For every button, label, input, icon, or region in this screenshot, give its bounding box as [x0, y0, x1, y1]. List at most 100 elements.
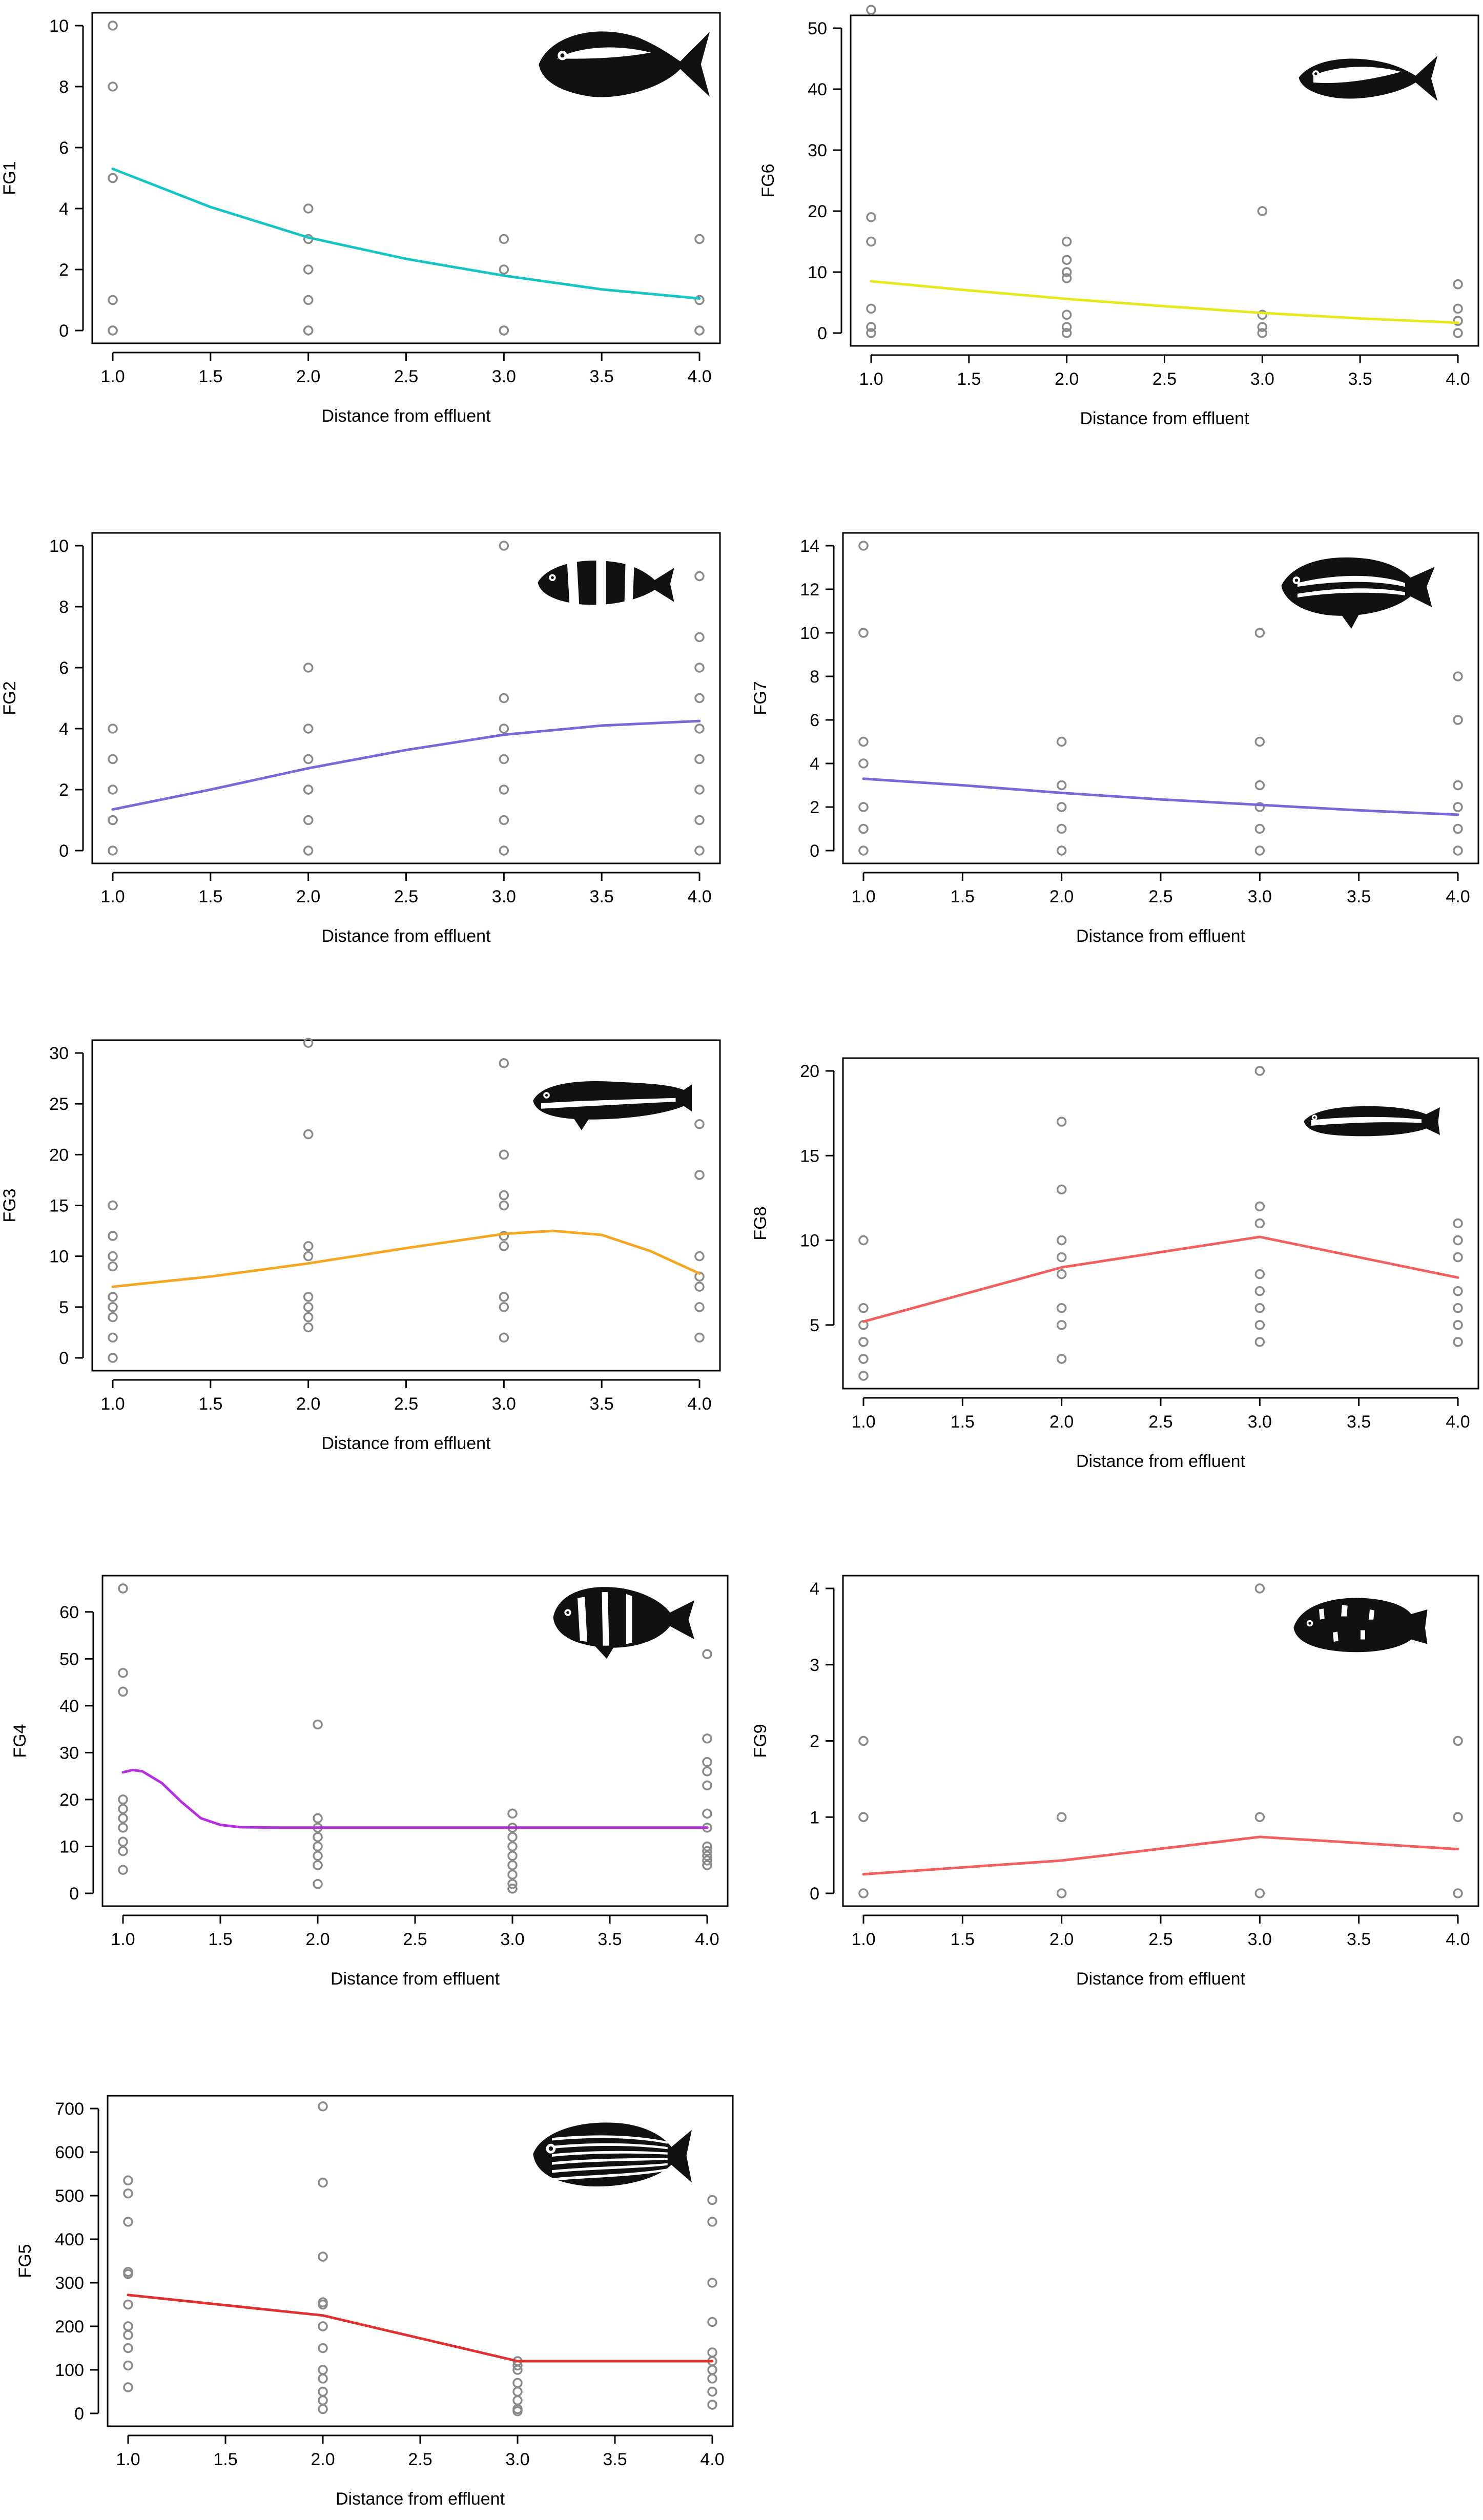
y-tick-label: 2 [59, 780, 69, 800]
data-point [1453, 1286, 1463, 1296]
y-tick-label: 5 [810, 1316, 819, 1335]
data-point [858, 736, 869, 747]
data-point [303, 1251, 314, 1262]
fit-line [862, 1835, 1459, 1876]
data-point [108, 20, 118, 31]
data-point [1453, 1812, 1463, 1822]
data-point [858, 1303, 869, 1313]
data-point [1254, 1303, 1265, 1313]
fit-line [870, 280, 1459, 324]
x-axis-label: Distance from effluent [321, 926, 491, 946]
data-point [702, 1860, 712, 1870]
data-point [1453, 1888, 1463, 1898]
x-tick-label: 3.0 [1248, 887, 1272, 906]
data-point [123, 2343, 133, 2353]
x-tick-label: 1.5 [951, 887, 975, 906]
data-point [858, 823, 869, 834]
x-tick-label: 4.0 [1446, 887, 1470, 906]
x-tick-label: 1.0 [100, 887, 125, 906]
data-point [108, 1231, 118, 1241]
data-point [499, 784, 509, 795]
y-tick-label: 0 [74, 2404, 84, 2424]
x-tick-label: 4.0 [700, 2450, 724, 2469]
fish-eye [1313, 1116, 1316, 1119]
x-tick-label: 2.0 [1049, 887, 1074, 906]
data-point [108, 1312, 118, 1323]
y-axis-label: FG6 [758, 163, 778, 197]
x-tick-label: 3.5 [1347, 1412, 1371, 1432]
data-point [1061, 236, 1072, 247]
data-point [707, 2217, 717, 2227]
data-point [303, 264, 314, 275]
data-point [1254, 1201, 1265, 1212]
data-point [1254, 845, 1265, 856]
y-axis-label: FG4 [10, 1724, 30, 1758]
x-tick-label: 2.5 [1148, 887, 1172, 906]
fit-line [862, 1235, 1459, 1323]
data-point [1257, 322, 1268, 332]
y-tick-label: 25 [49, 1094, 69, 1114]
data-point [866, 236, 876, 247]
fish-illustration-banded [538, 559, 674, 606]
data-point [694, 1282, 705, 1292]
data-point [507, 1860, 518, 1870]
data-point [1056, 1888, 1067, 1898]
y-tick-label: 40 [59, 1697, 79, 1716]
x-tick-label: 4.0 [1446, 1412, 1470, 1432]
data-point [512, 2365, 523, 2375]
fish-illustration-jack [539, 31, 710, 97]
data-point [1453, 715, 1463, 725]
x-axis-label: Distance from effluent [336, 2489, 505, 2509]
plot-frame [107, 2095, 734, 2427]
y-tick-label: 4 [59, 199, 69, 219]
data-point [108, 1251, 118, 1262]
fish-marking [552, 2135, 668, 2144]
data-point [1056, 1354, 1067, 1364]
plot-frame [842, 1575, 1479, 1907]
data-point [1453, 1303, 1463, 1313]
data-point [1056, 736, 1067, 747]
data-point [858, 845, 869, 856]
x-tick-label: 3.0 [492, 887, 516, 906]
y-tick-label: 10 [49, 16, 69, 36]
data-point [694, 724, 705, 734]
y-tick-label: 10 [49, 536, 69, 556]
y-tick-label: 15 [800, 1146, 819, 1166]
y-tick-label: 0 [59, 841, 69, 861]
data-point [1254, 1337, 1265, 1347]
x-tick-label: 1.5 [198, 1394, 222, 1414]
fish-marking [552, 2168, 668, 2181]
data-point [1061, 309, 1072, 320]
data-point [318, 2395, 328, 2406]
data-point [694, 754, 705, 765]
data-point [499, 1058, 509, 1068]
y-tick-label: 4 [810, 754, 819, 774]
plot-frame [101, 1575, 729, 1907]
data-point [707, 2317, 717, 2327]
data-point [1453, 1337, 1463, 1347]
data-point [866, 5, 876, 15]
data-point [118, 1583, 128, 1594]
data-point [866, 212, 876, 222]
y-tick-label: 5 [59, 1298, 69, 1317]
y-tick-label: 0 [817, 324, 827, 343]
fish-eye [551, 576, 554, 580]
data-point [118, 1686, 128, 1697]
data-point [1257, 206, 1268, 216]
x-tick-label: 1.5 [198, 367, 222, 386]
data-point [1061, 322, 1072, 332]
data-point [118, 1865, 128, 1875]
x-tick-label: 3.0 [1248, 1930, 1272, 1949]
data-point [694, 632, 705, 643]
x-tick-label: 3.5 [603, 2450, 627, 2469]
data-point [313, 1851, 323, 1861]
data-point [707, 2373, 717, 2384]
x-tick-label: 3.0 [492, 367, 516, 386]
y-axis-label: FG2 [0, 681, 19, 715]
x-axis-label: Distance from effluent [1076, 1969, 1246, 1989]
data-point [1056, 1235, 1067, 1246]
data-point [318, 2373, 328, 2384]
data-point [108, 1200, 118, 1211]
data-point [507, 1851, 518, 1861]
fish-eye [545, 1093, 548, 1097]
